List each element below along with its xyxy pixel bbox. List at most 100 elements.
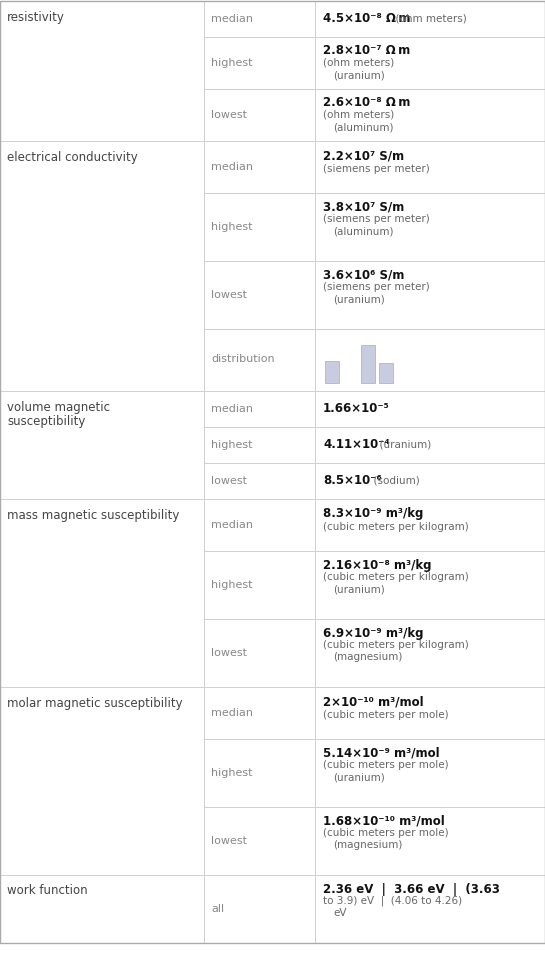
Text: 4.11×10⁻⁴: 4.11×10⁻⁴ — [323, 438, 390, 451]
Bar — [315, 738, 545, 807]
Text: (cubic meters per mole): (cubic meters per mole) — [323, 709, 449, 720]
Bar — [315, 499, 545, 550]
Text: 2.8×10⁻⁷ Ω m: 2.8×10⁻⁷ Ω m — [323, 44, 410, 58]
Bar — [204, 686, 315, 738]
Text: lowest: lowest — [211, 476, 247, 485]
Bar — [204, 807, 315, 874]
Text: median: median — [211, 14, 253, 23]
Bar — [0, 1, 204, 141]
Bar — [204, 141, 315, 192]
Bar — [315, 261, 545, 328]
Text: (magnesium): (magnesium) — [333, 841, 402, 850]
Text: all: all — [211, 903, 225, 914]
Bar — [0, 499, 204, 686]
Bar — [0, 141, 204, 391]
Text: (aluminum): (aluminum) — [333, 123, 393, 132]
Text: (uranium): (uranium) — [333, 294, 385, 305]
Bar — [315, 462, 545, 499]
Text: mass magnetic susceptibility: mass magnetic susceptibility — [7, 509, 179, 521]
Text: highest: highest — [211, 580, 253, 590]
Text: 8.3×10⁻⁹ m³/kg: 8.3×10⁻⁹ m³/kg — [323, 508, 423, 520]
Bar — [0, 686, 204, 874]
Text: 1.68×10⁻¹⁰ m³/mol: 1.68×10⁻¹⁰ m³/mol — [323, 814, 445, 828]
Bar — [315, 1, 545, 37]
Bar — [204, 462, 315, 499]
Text: work function: work function — [7, 885, 88, 897]
Text: median: median — [211, 403, 253, 413]
Text: median: median — [211, 519, 253, 530]
Text: 2.2×10⁷ S/m: 2.2×10⁷ S/m — [323, 150, 404, 162]
Text: resistivity: resistivity — [7, 11, 65, 23]
Bar — [379, 363, 393, 382]
Text: 2.6×10⁻⁸ Ω m: 2.6×10⁻⁸ Ω m — [323, 96, 410, 109]
Bar — [204, 874, 315, 943]
Bar — [315, 427, 545, 462]
Text: highest: highest — [211, 58, 253, 68]
Text: 6.9×10⁻⁹ m³/kg: 6.9×10⁻⁹ m³/kg — [323, 626, 423, 640]
Bar — [204, 391, 315, 427]
Bar — [315, 141, 545, 192]
Text: (uranium): (uranium) — [373, 439, 431, 450]
Text: median: median — [211, 161, 253, 172]
Bar — [204, 619, 315, 686]
Text: (uranium): (uranium) — [333, 585, 385, 594]
Bar — [204, 427, 315, 462]
Text: lowest: lowest — [211, 109, 247, 120]
Text: (ohm meters): (ohm meters) — [323, 58, 394, 68]
Text: 4.5×10⁻⁸ Ω m: 4.5×10⁻⁸ Ω m — [323, 12, 410, 25]
Bar — [325, 361, 339, 382]
Text: 3.6×10⁶ S/m: 3.6×10⁶ S/m — [323, 268, 404, 282]
Bar — [204, 89, 315, 141]
Text: (sodium): (sodium) — [367, 476, 420, 485]
Bar — [204, 1, 315, 37]
Text: highest: highest — [211, 439, 253, 450]
Bar — [315, 807, 545, 874]
Bar — [204, 37, 315, 89]
Bar — [204, 499, 315, 550]
Text: 5.14×10⁻⁹ m³/mol: 5.14×10⁻⁹ m³/mol — [323, 747, 440, 759]
Text: (cubic meters per mole): (cubic meters per mole) — [323, 759, 449, 769]
Bar — [315, 37, 545, 89]
Text: eV: eV — [333, 908, 347, 919]
Bar — [315, 89, 545, 141]
Text: (uranium): (uranium) — [333, 70, 385, 80]
Text: (cubic meters per mole): (cubic meters per mole) — [323, 828, 449, 838]
Bar — [204, 550, 315, 619]
Text: (siemens per meter): (siemens per meter) — [323, 282, 430, 291]
Text: (cubic meters per kilogram): (cubic meters per kilogram) — [323, 640, 469, 649]
Text: (magnesium): (magnesium) — [333, 652, 402, 663]
Text: (siemens per meter): (siemens per meter) — [323, 163, 430, 174]
Bar — [315, 192, 545, 261]
Text: lowest: lowest — [211, 836, 247, 845]
Bar — [315, 619, 545, 686]
Text: highest: highest — [211, 767, 253, 778]
Text: (siemens per meter): (siemens per meter) — [323, 213, 430, 224]
Text: to 3.9) eV  |  (4.06 to 4.26): to 3.9) eV | (4.06 to 4.26) — [323, 896, 462, 906]
Text: 3.8×10⁷ S/m: 3.8×10⁷ S/m — [323, 201, 404, 213]
Text: lowest: lowest — [211, 290, 247, 299]
Text: highest: highest — [211, 222, 253, 232]
Text: (cubic meters per kilogram): (cubic meters per kilogram) — [323, 521, 469, 532]
Bar — [204, 192, 315, 261]
Bar — [315, 391, 545, 427]
Bar — [0, 874, 204, 943]
Bar — [361, 345, 375, 382]
Text: 1.66×10⁻⁵: 1.66×10⁻⁵ — [323, 402, 390, 415]
Text: 2.16×10⁻⁸ m³/kg: 2.16×10⁻⁸ m³/kg — [323, 559, 432, 571]
Text: (uranium): (uranium) — [333, 773, 385, 783]
Bar — [204, 328, 315, 391]
Bar — [204, 261, 315, 328]
Text: (cubic meters per kilogram): (cubic meters per kilogram) — [323, 571, 469, 582]
Text: lowest: lowest — [211, 648, 247, 657]
Text: (aluminum): (aluminum) — [333, 227, 393, 236]
Bar — [315, 550, 545, 619]
Bar — [315, 686, 545, 738]
Text: (ohm meters): (ohm meters) — [389, 14, 467, 23]
Text: median: median — [211, 707, 253, 718]
Bar — [315, 874, 545, 943]
Text: (ohm meters): (ohm meters) — [323, 109, 394, 120]
Text: 2.36 eV  |  3.66 eV  |  (3.63: 2.36 eV | 3.66 eV | (3.63 — [323, 883, 500, 896]
Bar — [204, 738, 315, 807]
Text: distribution: distribution — [211, 354, 275, 365]
Text: 2×10⁻¹⁰ m³/mol: 2×10⁻¹⁰ m³/mol — [323, 696, 423, 708]
